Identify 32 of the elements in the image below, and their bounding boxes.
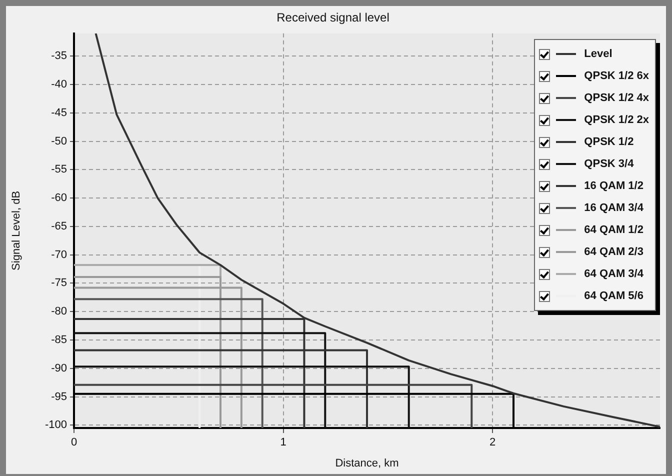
x-axis-title: Distance, km [335,457,399,470]
y-tick-label: -75 [51,277,67,290]
y-tick-label: -90 [51,362,67,374]
x-tick-label: 1 [280,436,286,449]
legend-label: QPSK 1/2 4x [584,92,649,104]
y-tick-label: -80 [51,306,67,318]
y-tick-label: -55 [51,164,67,176]
legend-label: QPSK 3/4 [584,158,634,170]
x-tick-label: 0 [70,436,78,449]
legend-label: Level [584,48,612,60]
y-tick-label: -65 [51,220,67,232]
legend-label: QPSK 1/2 [584,136,634,148]
chart-title: Received signal level [276,10,390,25]
legend-label: 64 QAM 5/6 [584,290,644,302]
y-axis-title: Signal Level, dB [10,190,23,270]
legend-label: 64 QAM 1/2 [584,224,644,236]
legend-label: QPSK 1/2 6x [584,70,649,82]
legend-label: 64 QAM 2/3 [584,246,644,258]
y-tick-label: -45 [51,106,67,119]
y-tick-label: -50 [51,135,67,148]
legend-label: 16 QAM 3/4 [584,202,644,214]
y-tick-label: -85 [51,334,67,346]
legend-label: 64 QAM 3/4 [584,268,644,280]
legend-label: 16 QAM 1/2 [584,180,644,192]
y-tick-label: -60 [51,192,67,204]
x-tick-label: 2 [490,436,496,449]
legend-label: QPSK 1/2 2x [584,114,649,126]
y-tick-label: -40 [51,78,67,91]
y-tick-label: -70 [51,248,67,261]
y-tick-label: -95 [51,390,67,403]
y-tick-label: -35 [51,50,67,62]
y-tick-label: -100 [44,419,67,432]
